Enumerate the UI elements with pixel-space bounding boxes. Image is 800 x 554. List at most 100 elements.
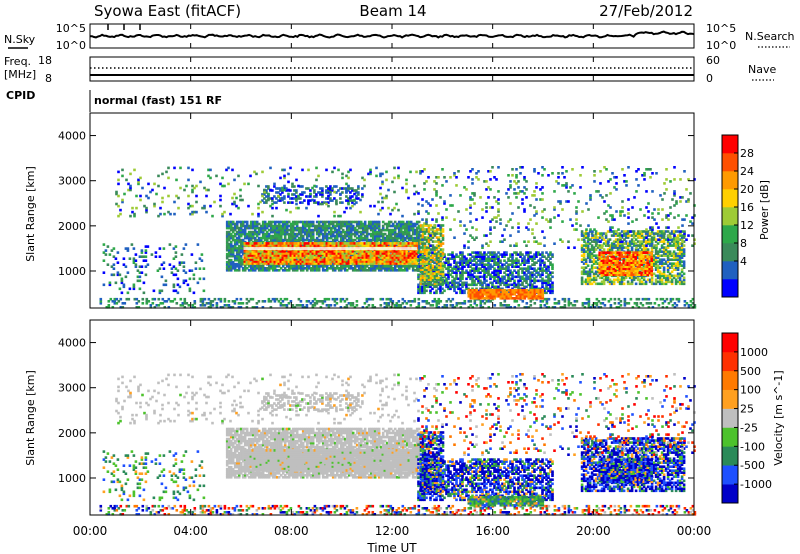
power-cell	[487, 290, 491, 294]
power-cell	[317, 258, 321, 261]
power-cell	[233, 258, 237, 262]
power-cell	[525, 273, 528, 277]
power-cell	[433, 268, 437, 271]
power-cell	[323, 222, 327, 226]
power-cell	[375, 252, 379, 255]
power-cell	[345, 199, 348, 202]
power-cell	[293, 232, 297, 236]
power-cell	[393, 220, 397, 224]
power-cell	[255, 267, 259, 270]
power-cell	[399, 220, 403, 224]
power-cell	[301, 265, 305, 268]
power-cell	[349, 195, 352, 198]
power-cell	[523, 295, 527, 298]
power-cell	[367, 226, 371, 230]
power-cell	[499, 277, 502, 281]
power-cell	[588, 270, 592, 274]
power-cell	[399, 226, 403, 230]
power-cell	[307, 250, 311, 253]
power-cell	[513, 288, 517, 292]
power-cell	[389, 267, 393, 270]
power-cell	[453, 283, 456, 287]
power-cell	[397, 244, 401, 247]
power-cell	[439, 254, 443, 257]
power-cell	[267, 234, 271, 238]
power-cell	[225, 256, 229, 260]
power-cell	[179, 304, 183, 307]
power-cell	[495, 285, 498, 289]
power-cell	[655, 297, 659, 301]
power-cell	[365, 252, 369, 255]
power-cell	[401, 297, 405, 301]
power-cell	[379, 244, 383, 247]
power-cell	[261, 244, 265, 247]
power-cell	[225, 240, 229, 244]
noise-right-tick-top: 10^5	[706, 22, 736, 35]
power-cell	[473, 290, 477, 294]
power-cell	[345, 304, 349, 307]
power-cell	[355, 262, 359, 265]
power-cell	[473, 251, 476, 254]
power-cell	[235, 262, 239, 266]
power-cell	[387, 256, 391, 259]
power-cell	[525, 253, 528, 256]
power-cell	[511, 253, 514, 256]
power-cell	[111, 306, 115, 309]
power-cell	[687, 306, 691, 309]
power-cell	[421, 285, 424, 289]
power-cell	[389, 232, 393, 236]
power-cell	[295, 189, 298, 192]
power-cell	[313, 297, 317, 301]
power-cell	[491, 285, 494, 289]
power-cell	[447, 297, 451, 301]
power-cell	[327, 191, 330, 194]
power-cell	[669, 297, 673, 301]
power-cell	[497, 269, 500, 272]
power-cell	[339, 187, 342, 190]
power-cell	[355, 258, 359, 261]
power-cell	[273, 224, 277, 228]
power-cell	[485, 292, 489, 296]
power-cell	[489, 257, 492, 260]
power-cell	[423, 248, 427, 251]
power-cell	[311, 300, 315, 303]
power-cell	[309, 230, 313, 234]
power-cell	[397, 300, 401, 303]
power-cell	[371, 260, 375, 263]
power-cell	[271, 242, 275, 245]
power-cell	[387, 258, 391, 261]
power-cell	[545, 297, 549, 301]
power-cell	[275, 252, 279, 255]
power-cell	[469, 275, 472, 279]
power-cell	[317, 265, 321, 268]
power-cell	[387, 252, 391, 255]
power-cell	[303, 258, 307, 261]
power-cell	[491, 265, 494, 268]
power-cell	[497, 265, 500, 268]
power-cell	[371, 252, 375, 255]
power-cell	[493, 297, 497, 300]
power-cell	[439, 291, 442, 295]
power-cell	[181, 302, 185, 305]
power-cell	[519, 292, 523, 296]
power-cell	[265, 195, 268, 198]
power-cell	[345, 224, 349, 228]
power-cell	[185, 302, 189, 305]
power-cell	[229, 258, 233, 262]
power-cell	[421, 258, 425, 261]
power-cell	[249, 267, 253, 270]
power-cell	[241, 267, 245, 270]
power-cell	[321, 256, 325, 259]
power-cell	[487, 265, 490, 268]
power-cell	[411, 236, 415, 240]
power-cell	[253, 252, 257, 255]
power-cell	[229, 232, 233, 236]
power-cell	[269, 197, 272, 200]
power-cell	[417, 242, 421, 246]
power-cell	[583, 306, 587, 309]
power-cell	[315, 230, 319, 234]
power-cell	[391, 254, 395, 257]
power-cell	[635, 304, 639, 307]
power-cell	[225, 224, 229, 228]
date-title: 27/Feb/2012	[599, 2, 693, 20]
